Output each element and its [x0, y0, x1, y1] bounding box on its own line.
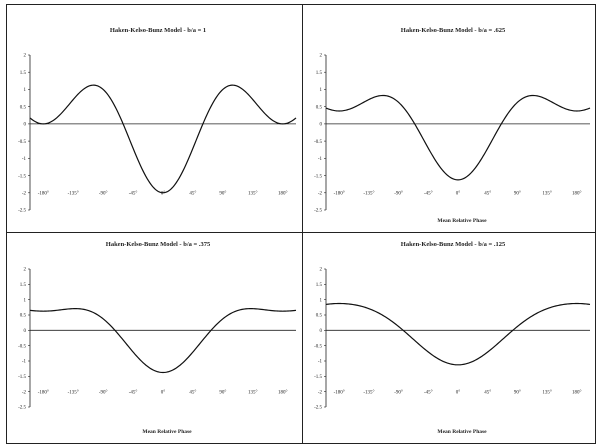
x-tick-label: 0° — [456, 191, 461, 196]
chart-panel-4: Haken-Kelso-Bunz Model - b/a = .125 2 1.5 1… — [314, 241, 591, 435]
y-tick-label: -0.5 — [18, 140, 26, 145]
x-tick-label: -135° — [363, 191, 374, 196]
series-line-potential — [325, 302, 591, 366]
y-tick-label: -2 — [22, 390, 27, 395]
x-tick-label: -45° — [129, 191, 138, 196]
series-line-potential — [29, 308, 297, 374]
x-tick-label: 180° — [572, 191, 582, 196]
x-tick-label: 90° — [514, 191, 521, 196]
series-line-potential — [325, 94, 591, 181]
x-tick-label: 135° — [248, 390, 258, 395]
x-tick-label: -90° — [99, 191, 108, 196]
y-tick-label: -2.5 — [18, 209, 26, 214]
y-tick-label: 0.5 — [20, 105, 27, 110]
x-tick-label: 0° — [456, 390, 461, 395]
chart-title: Haken-Kelso-Bunz Model - b/a = .375 — [106, 241, 211, 248]
x-tick-label: -90° — [99, 390, 108, 395]
y-tick-label: -1 — [22, 157, 27, 162]
y-tick-label: -2.5 — [314, 406, 322, 411]
chart-panel-1: Haken-Kelso-Bunz Model - b/a = 1 2 1.5 1 0.5… — [18, 27, 297, 214]
x-tick-label: -135° — [363, 390, 374, 395]
x-tick-label: -135° — [68, 191, 79, 196]
y-tick-label: 1 — [320, 88, 323, 93]
y-tick-label: 1.5 — [316, 71, 323, 76]
y-tick-label: 2 — [320, 54, 323, 59]
y-tick-label: -2 — [318, 191, 323, 196]
y-tick-label: 1 — [24, 298, 27, 303]
y-tick-label: -1.5 — [314, 375, 322, 380]
chart-panel-3: Haken-Kelso-Bunz Model - b/a = .375 2 1.5 1… — [18, 241, 297, 435]
y-tick-label: 0.5 — [316, 314, 323, 319]
x-tick-label: 180° — [572, 390, 582, 395]
panel-divider-vertical — [302, 4, 303, 444]
chart-title: Haken-Kelso-Bunz Model - b/a = .625 — [401, 27, 506, 34]
x-tick-label: 0° — [161, 191, 166, 196]
y-tick-label: -1 — [318, 157, 323, 162]
y-tick-label: -0.5 — [314, 140, 322, 145]
x-tick-label: -45° — [129, 390, 138, 395]
y-tick-label: 1.5 — [316, 283, 323, 288]
x-tick-label: 180° — [278, 191, 288, 196]
series-line-potential — [29, 84, 297, 194]
y-tick-label: -1 — [318, 360, 323, 365]
panel-divider-horizontal — [6, 232, 596, 233]
x-tick-label: 135° — [542, 191, 552, 196]
y-tick-label: 0 — [24, 123, 27, 128]
chart-title: Haken-Kelso-Bunz Model - b/a = .125 — [401, 241, 506, 248]
x-axis-label: Mean Relative Phase — [437, 429, 487, 435]
y-tick-label: 2 — [24, 54, 27, 59]
x-axis-label: Mean Relative Phase — [142, 429, 192, 435]
y-tick-label: 1 — [24, 88, 27, 93]
x-axis-label: Mean Relative Phase — [437, 218, 487, 224]
y-tick-label: -1.5 — [314, 174, 322, 179]
x-tick-label: -180° — [334, 191, 345, 196]
x-tick-label: 45° — [189, 390, 196, 395]
y-tick-label: -2.5 — [314, 209, 322, 214]
x-tick-label: -135° — [68, 390, 79, 395]
x-tick-label: 180° — [278, 390, 288, 395]
x-tick-label: -45° — [424, 390, 433, 395]
x-tick-label: -90° — [394, 390, 403, 395]
x-tick-label: 90° — [219, 191, 226, 196]
y-tick-label: 0 — [320, 329, 323, 334]
y-tick-label: 2 — [320, 268, 323, 273]
y-tick-label: -1.5 — [18, 174, 26, 179]
y-tick-label: 1.5 — [20, 283, 27, 288]
x-tick-label: 90° — [514, 390, 521, 395]
y-tick-label: -0.5 — [314, 344, 322, 349]
y-tick-label: -1.5 — [18, 375, 26, 380]
y-tick-label: 0 — [24, 329, 27, 334]
figure-sheet — [6, 4, 596, 444]
y-tick-label: -2 — [22, 191, 27, 196]
y-tick-label: -2.5 — [18, 406, 26, 411]
x-tick-label: -45° — [424, 191, 433, 196]
x-tick-label: 135° — [542, 390, 552, 395]
y-tick-label: 1.5 — [20, 71, 27, 76]
y-tick-label: 0.5 — [20, 314, 27, 319]
x-tick-label: -180° — [38, 390, 49, 395]
x-tick-label: 45° — [189, 191, 196, 196]
y-tick-label: 0 — [320, 123, 323, 128]
y-tick-label: -2 — [318, 390, 323, 395]
x-tick-label: 90° — [219, 390, 226, 395]
x-tick-label: -180° — [38, 191, 49, 196]
x-tick-label: 0° — [161, 390, 166, 395]
chart-panel-2: Haken-Kelso-Bunz Model - b/a = .625 2 1.5 1… — [314, 27, 591, 224]
x-tick-label: -90° — [394, 191, 403, 196]
x-tick-label: -180° — [334, 390, 345, 395]
x-tick-label: 135° — [248, 191, 258, 196]
y-tick-label: -1 — [22, 360, 27, 365]
x-tick-label: 45° — [484, 191, 491, 196]
y-tick-label: 0.5 — [316, 105, 323, 110]
y-tick-label: -0.5 — [18, 344, 26, 349]
y-tick-label: 2 — [24, 268, 27, 273]
x-tick-label: 45° — [484, 390, 491, 395]
y-tick-label: 1 — [320, 298, 323, 303]
chart-title: Haken-Kelso-Bunz Model - b/a = 1 — [110, 27, 206, 34]
